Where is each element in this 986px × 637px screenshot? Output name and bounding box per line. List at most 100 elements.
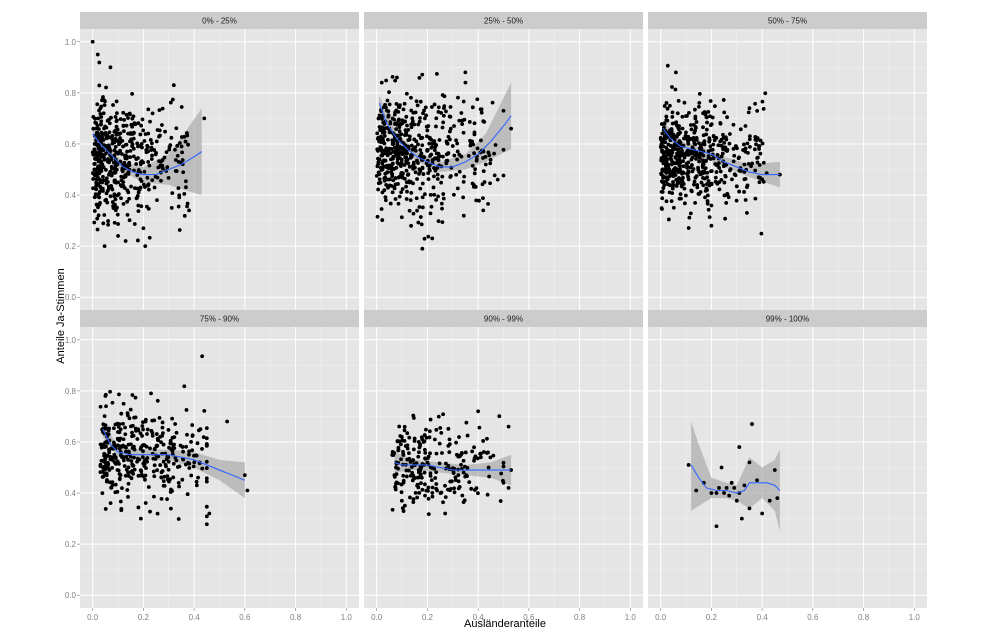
data-point [440,154,445,159]
data-point [168,506,173,511]
data-point [709,223,714,228]
data-point [390,507,395,512]
data-point [132,222,137,226]
data-point [711,142,716,147]
data-point [125,199,130,204]
data-point [737,168,742,173]
data-point [426,124,431,128]
data-point [387,102,392,107]
data-point [461,179,466,184]
data-point [440,206,444,211]
data-point [405,189,409,194]
data-point [429,204,434,209]
data-point [457,152,462,157]
data-point [755,478,759,483]
data-point [182,213,187,218]
data-point [116,192,121,196]
data-point [742,190,746,194]
data-point [422,447,427,452]
data-point [118,183,123,187]
data-point [136,190,141,195]
data-point [408,495,412,500]
data-point [170,97,175,102]
data-point [658,137,663,142]
data-point [376,148,380,153]
data-point [164,457,169,462]
data-point [492,173,497,178]
data-point [674,70,678,75]
facet-strip-label: 25% - 50% [484,17,523,26]
data-point [760,99,765,104]
data-point [697,156,702,160]
data-point [111,426,116,431]
data-point [457,484,462,489]
data-point [422,192,427,197]
data-point [488,157,493,162]
data-point [170,446,175,451]
data-point [399,190,404,195]
data-point [384,146,389,151]
data-point [492,151,496,156]
data-point [427,141,432,146]
data-point [709,169,714,173]
data-point [432,466,437,471]
data-point [154,139,159,144]
data-point [108,480,112,485]
data-point [414,461,419,466]
data-point [501,147,506,152]
data-point [436,414,441,419]
data-point [411,447,416,452]
data-point [397,105,402,110]
data-point [148,446,152,451]
data-point [763,91,768,96]
data-point [92,161,97,166]
data-point [671,174,676,179]
data-point [680,183,684,188]
data-point [225,419,230,424]
data-point [757,180,762,185]
data-point [705,199,710,203]
data-point [94,183,98,188]
data-point [107,117,111,122]
data-point [509,126,514,131]
data-point [683,193,688,198]
data-point [121,202,126,206]
data-point [412,122,417,127]
data-point [472,445,476,450]
data-point [697,100,702,105]
data-point [409,125,414,130]
data-point [464,420,469,425]
data-point [674,177,679,182]
data-point [420,205,425,210]
data-point [114,138,119,143]
data-point [750,422,754,426]
data-point [432,174,436,179]
data-point [399,498,404,503]
data-point [425,147,430,152]
data-point [384,182,389,187]
data-point [170,435,175,440]
data-point [474,198,479,203]
data-point [477,198,481,203]
data-point [731,159,736,164]
data-point [426,234,431,239]
data-point [660,155,665,160]
data-point [127,416,132,421]
data-point [700,158,705,163]
y-tick-label: 0.0 [65,293,77,302]
data-point [670,121,675,126]
data-point [107,448,112,453]
data-point [398,133,403,137]
data-point [161,483,166,488]
data-point [123,425,127,430]
data-point [140,145,144,150]
data-point [104,144,109,149]
data-point [703,195,707,200]
data-point [135,437,140,441]
data-point [479,138,483,143]
data-point [693,201,697,205]
data-point [101,111,106,116]
data-point [401,453,406,457]
data-point [102,244,107,249]
data-point [724,486,729,490]
